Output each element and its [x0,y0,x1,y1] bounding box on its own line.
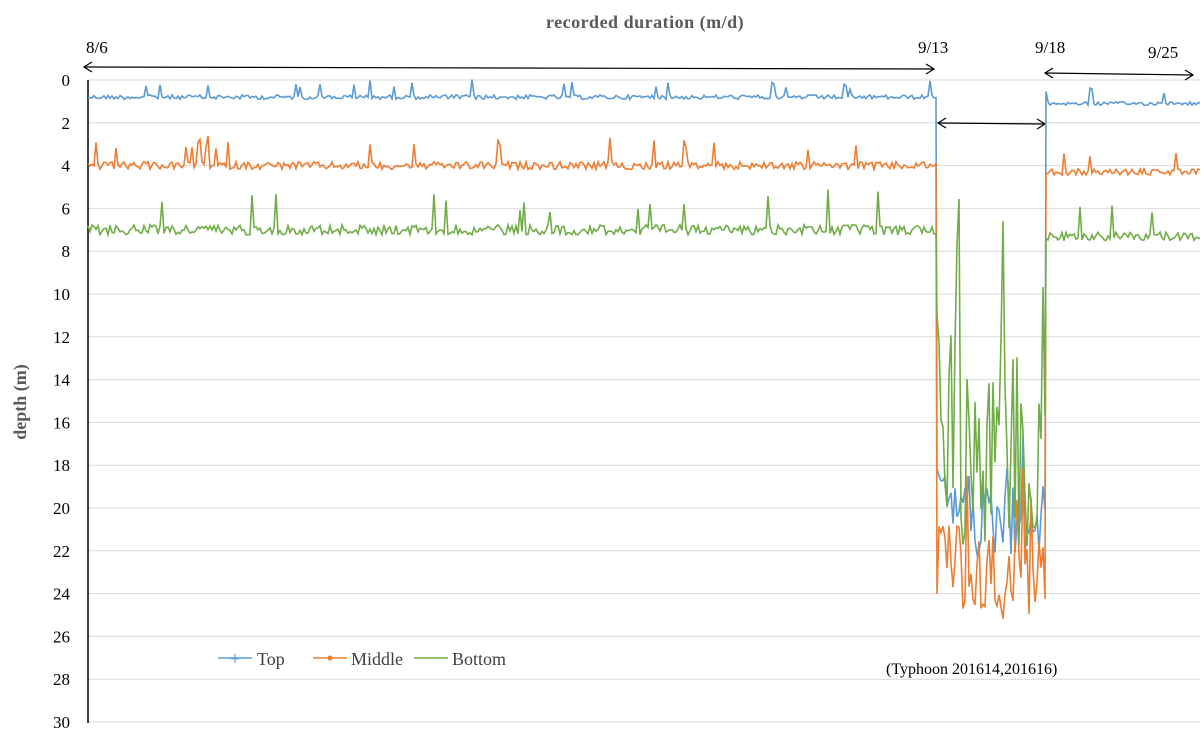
legend-label-top: Top [257,649,285,669]
legend-label-bottom: Bottom [452,649,506,669]
series-line-top [87,79,1201,557]
arrow-9-13-to-9-18 [936,117,1047,130]
series-group [87,79,1201,619]
y-tick-label: 14 [53,371,71,390]
arrow-8-6-to-9-13 [82,61,936,75]
y-tick-label: 16 [53,413,70,432]
y-tick-label: 6 [62,199,71,218]
y-tick-label: 4 [62,157,71,176]
legend-item-top: + Top [218,649,285,669]
grid-lines [88,79,1200,723]
y-tick-label: 2 [62,114,71,133]
date-label-9-18: 9/18 [1035,38,1065,57]
y-tick-label: 26 [53,627,70,646]
legend-item-middle: Middle [313,649,403,669]
y-tick-label: 20 [53,499,70,518]
legend-item-bottom: Bottom [414,649,506,669]
date-label-9-25: 9/25 [1148,43,1178,62]
y-axis-title: depth (m) [10,364,31,440]
y-tick-label: 24 [53,585,71,604]
legend: + Top Middle Bottom [218,649,506,669]
y-tick-label: 12 [53,328,70,347]
date-label-9-13: 9/13 [918,38,948,57]
arrow-9-18-to-9-25 [1043,67,1195,81]
legend-label-middle: Middle [351,649,403,669]
series-line-bottom [87,189,1201,546]
x-axis-title: recorded duration (m/d) [546,12,744,33]
y-tick-label: 28 [53,670,70,689]
typhoon-annotation: (Typhoon 201614,201616) [886,661,1057,678]
y-tick-label: 10 [53,285,70,304]
y-tick-label: 30 [53,713,70,732]
y-tick-label: 22 [53,542,70,561]
y-tick-label: 0 [62,71,71,90]
svg-text:+: + [229,651,241,667]
series-line-middle [87,135,1201,619]
y-tick-label: 18 [53,456,70,475]
date-label-8-6: 8/6 [86,38,108,57]
y-tick-label: 8 [62,242,71,261]
